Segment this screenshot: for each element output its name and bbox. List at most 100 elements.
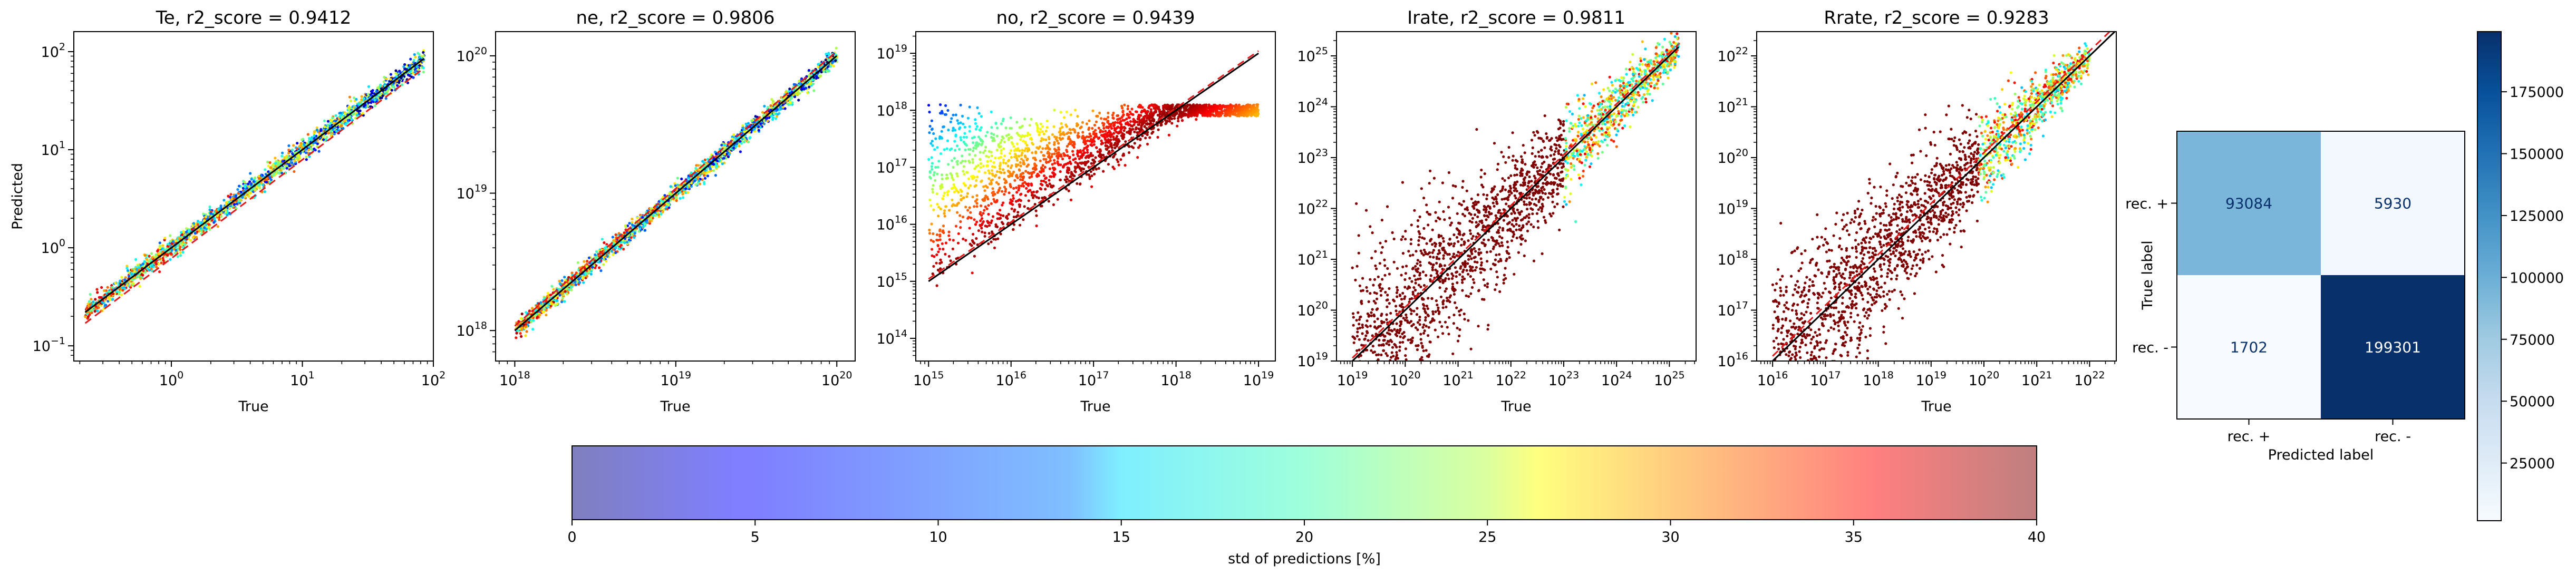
data-point bbox=[207, 223, 210, 226]
data-point bbox=[182, 230, 185, 233]
data-point bbox=[519, 317, 523, 320]
data-point bbox=[1025, 165, 1029, 168]
data-point bbox=[323, 119, 326, 122]
data-point bbox=[701, 160, 704, 163]
data-point bbox=[339, 111, 342, 114]
data-point bbox=[187, 230, 190, 233]
data-point bbox=[88, 313, 91, 316]
data-point bbox=[662, 208, 665, 211]
data-point bbox=[288, 164, 291, 168]
data-point bbox=[627, 238, 631, 241]
data-point bbox=[539, 304, 543, 308]
data-point bbox=[208, 205, 211, 209]
data-point bbox=[287, 144, 290, 148]
data-point bbox=[293, 170, 296, 173]
data-point bbox=[262, 183, 265, 187]
data-point bbox=[1170, 122, 1174, 125]
data-point bbox=[128, 275, 131, 278]
data-point bbox=[997, 182, 1000, 186]
data-point bbox=[947, 129, 950, 132]
data-point bbox=[561, 297, 564, 300]
data-point bbox=[641, 216, 644, 219]
data-point bbox=[974, 118, 977, 121]
data-point bbox=[319, 129, 323, 132]
chart-title: Te, r2_score = 0.9412 bbox=[156, 7, 352, 28]
data-point bbox=[603, 247, 606, 250]
data-point bbox=[928, 228, 931, 232]
data-point bbox=[299, 143, 303, 146]
data-point bbox=[515, 336, 518, 339]
data-point bbox=[414, 55, 417, 59]
data-point bbox=[274, 164, 277, 168]
data-point bbox=[1086, 139, 1089, 142]
data-point bbox=[247, 185, 250, 188]
data-point bbox=[331, 116, 334, 120]
data-point bbox=[1023, 149, 1026, 152]
data-point bbox=[139, 264, 142, 267]
data-point bbox=[85, 306, 89, 309]
data-point bbox=[783, 107, 787, 110]
data-point bbox=[944, 252, 947, 256]
data-point bbox=[313, 130, 316, 133]
data-point bbox=[740, 142, 743, 145]
data-point bbox=[586, 259, 589, 263]
data-point bbox=[216, 214, 219, 217]
data-point bbox=[530, 320, 533, 324]
data-point bbox=[702, 171, 705, 174]
data-point bbox=[714, 174, 717, 177]
data-point bbox=[203, 226, 206, 229]
data-point bbox=[956, 163, 959, 166]
y-tick-label: 10−1 bbox=[33, 335, 65, 355]
data-point bbox=[160, 261, 163, 265]
data-point bbox=[389, 78, 392, 81]
data-point bbox=[550, 303, 554, 306]
data-point bbox=[1086, 151, 1089, 154]
data-point bbox=[322, 138, 325, 141]
data-point bbox=[549, 294, 552, 297]
data-point bbox=[412, 59, 415, 62]
data-point bbox=[931, 162, 934, 165]
data-point bbox=[154, 253, 158, 256]
data-point bbox=[124, 276, 127, 279]
data-point bbox=[418, 64, 421, 67]
data-point bbox=[570, 271, 574, 275]
data-point bbox=[703, 177, 707, 180]
data-point bbox=[968, 125, 971, 128]
data-point bbox=[948, 238, 951, 241]
data-point bbox=[392, 85, 395, 89]
data-point bbox=[735, 142, 738, 145]
data-point bbox=[120, 276, 123, 279]
data-point bbox=[344, 123, 347, 126]
data-point bbox=[1047, 200, 1050, 203]
data-point bbox=[723, 143, 727, 147]
data-point bbox=[362, 97, 365, 100]
data-point bbox=[110, 294, 113, 297]
data-point bbox=[198, 221, 201, 225]
data-point bbox=[1102, 124, 1105, 127]
data-point bbox=[599, 269, 603, 272]
data-point bbox=[812, 89, 816, 92]
data-point bbox=[104, 289, 108, 292]
data-point bbox=[947, 234, 951, 237]
data-point bbox=[100, 296, 103, 299]
data-point bbox=[563, 300, 566, 303]
data-point bbox=[576, 261, 579, 264]
data-point bbox=[269, 166, 273, 169]
data-point bbox=[807, 83, 810, 86]
data-point bbox=[307, 148, 311, 151]
data-point bbox=[763, 104, 766, 108]
data-point bbox=[601, 238, 604, 241]
data-point bbox=[371, 89, 374, 92]
data-point bbox=[115, 290, 119, 293]
data-point bbox=[741, 126, 744, 130]
data-point bbox=[994, 157, 997, 160]
data-point bbox=[233, 203, 236, 206]
data-point bbox=[743, 138, 747, 141]
data-point bbox=[216, 225, 219, 228]
data-point bbox=[244, 183, 247, 187]
data-point bbox=[173, 246, 177, 249]
data-point bbox=[1022, 140, 1025, 143]
data-point bbox=[617, 247, 621, 250]
data-point bbox=[676, 177, 679, 180]
data-point bbox=[987, 232, 991, 235]
